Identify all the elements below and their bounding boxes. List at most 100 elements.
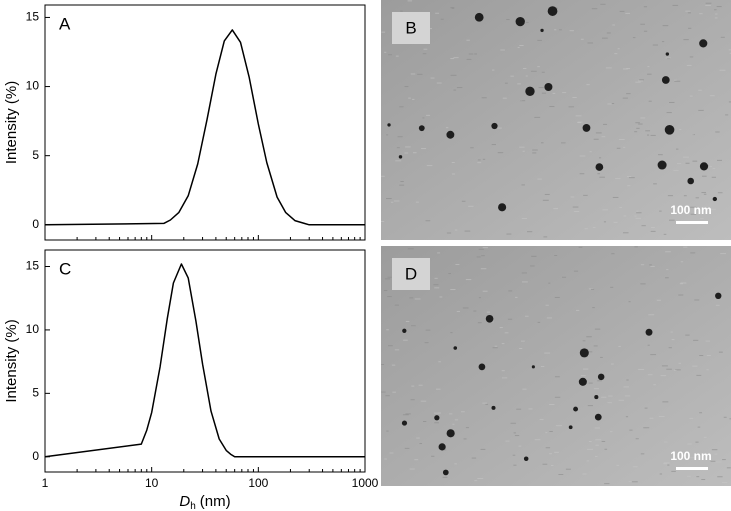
texture: [562, 276, 567, 278]
texture: [720, 36, 725, 38]
texture: [519, 348, 523, 350]
texture: [628, 301, 631, 303]
texture: [725, 114, 729, 116]
nanoparticle: [664, 125, 675, 135]
texture: [728, 49, 731, 51]
texture: [672, 4, 679, 6]
texture: [587, 42, 594, 44]
texture: [573, 270, 579, 272]
texture: [722, 459, 726, 461]
texture: [545, 447, 551, 449]
texture: [638, 80, 644, 82]
texture: [461, 200, 466, 202]
texture: [623, 215, 627, 217]
texture: [518, 445, 522, 447]
texture: [635, 217, 641, 219]
texture: [417, 73, 423, 75]
texture: [486, 311, 491, 313]
texture: [626, 379, 629, 381]
texture: [666, 58, 671, 60]
texture: [601, 37, 608, 39]
texture: [663, 233, 667, 235]
texture: [640, 283, 646, 285]
texture: [693, 339, 699, 341]
texture: [663, 441, 668, 443]
texture: [545, 432, 548, 434]
texture: [554, 451, 559, 453]
texture: [399, 106, 404, 108]
texture: [595, 444, 599, 446]
nanoparticle: [525, 86, 535, 97]
texture: [454, 419, 459, 421]
texture: [626, 93, 631, 95]
texture: [480, 448, 486, 450]
texture: [632, 37, 636, 39]
texture: [603, 221, 607, 223]
texture: [650, 134, 656, 136]
texture: [411, 325, 416, 327]
texture: [497, 127, 502, 129]
texture: [689, 417, 694, 419]
nanoparticle: [438, 443, 446, 451]
texture: [386, 430, 389, 432]
texture: [465, 279, 472, 281]
texture: [710, 460, 716, 462]
texture: [720, 253, 726, 255]
texture: [726, 467, 731, 469]
texture: [658, 416, 665, 418]
texture: [717, 159, 722, 161]
texture: [501, 343, 505, 345]
texture: [600, 356, 603, 358]
texture: [600, 3, 606, 5]
texture: [699, 412, 703, 414]
texture: [453, 57, 459, 59]
texture: [640, 453, 645, 455]
texture: [661, 365, 668, 367]
texture: [448, 273, 451, 275]
texture: [468, 205, 474, 207]
texture: [428, 28, 433, 30]
texture: [554, 29, 557, 31]
texture: [672, 457, 677, 459]
texture: [685, 334, 690, 336]
texture: [544, 193, 550, 195]
texture: [632, 466, 638, 468]
texture: [521, 340, 525, 342]
texture: [714, 453, 718, 455]
texture: [397, 136, 403, 138]
nanoparticle: [594, 395, 599, 400]
texture: [698, 89, 702, 91]
texture: [611, 103, 615, 105]
texture: [582, 368, 589, 370]
texture: [480, 268, 487, 270]
texture: [626, 68, 631, 70]
nanoparticle: [453, 346, 458, 350]
texture: [696, 374, 702, 376]
texture: [554, 396, 561, 398]
texture: [478, 297, 481, 299]
texture: [618, 399, 624, 401]
texture: [381, 220, 385, 222]
texture: [461, 411, 465, 413]
texture: [381, 363, 385, 365]
nanoparticle: [657, 160, 667, 170]
texture: [476, 256, 481, 258]
texture: [627, 185, 631, 187]
texture: [405, 413, 411, 415]
texture: [686, 475, 691, 477]
texture: [588, 382, 593, 384]
texture: [635, 81, 641, 83]
texture: [499, 327, 503, 329]
texture: [560, 142, 566, 144]
plot-frame: [44, 249, 366, 473]
texture: [691, 134, 694, 136]
texture: [709, 95, 715, 97]
texture: [423, 421, 427, 423]
texture: [383, 290, 388, 292]
texture: [405, 320, 410, 322]
nanoparticle: [594, 413, 602, 421]
texture: [477, 159, 481, 161]
texture: [540, 365, 545, 367]
texture: [665, 251, 671, 253]
texture: [690, 213, 697, 215]
